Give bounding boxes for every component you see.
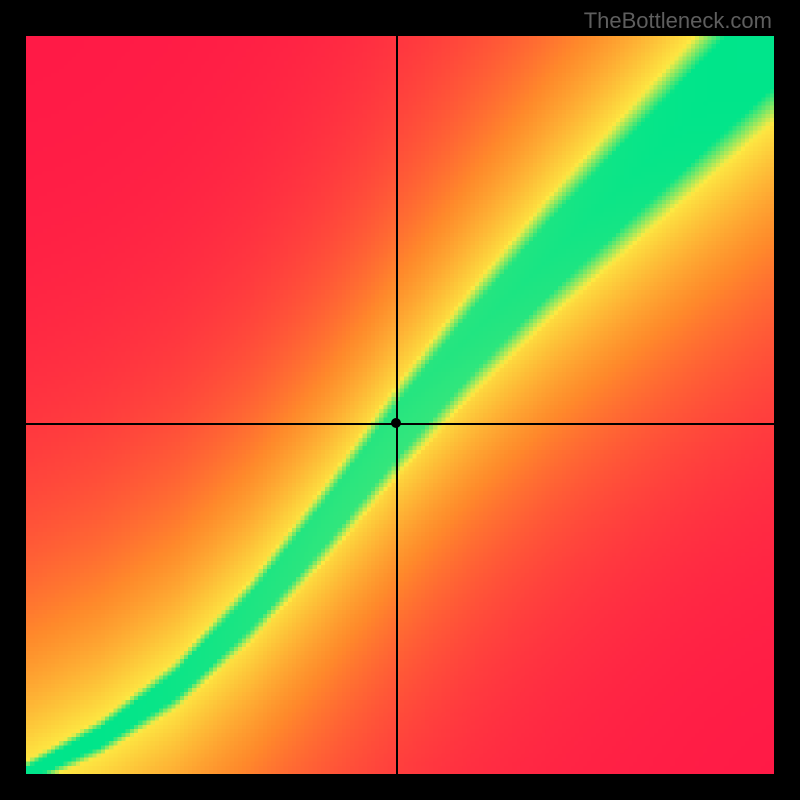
watermark-text: TheBottleneck.com — [584, 8, 772, 34]
heatmap-canvas — [26, 36, 774, 774]
heatmap-plot — [26, 36, 774, 774]
chart-container: TheBottleneck.com — [0, 0, 800, 800]
